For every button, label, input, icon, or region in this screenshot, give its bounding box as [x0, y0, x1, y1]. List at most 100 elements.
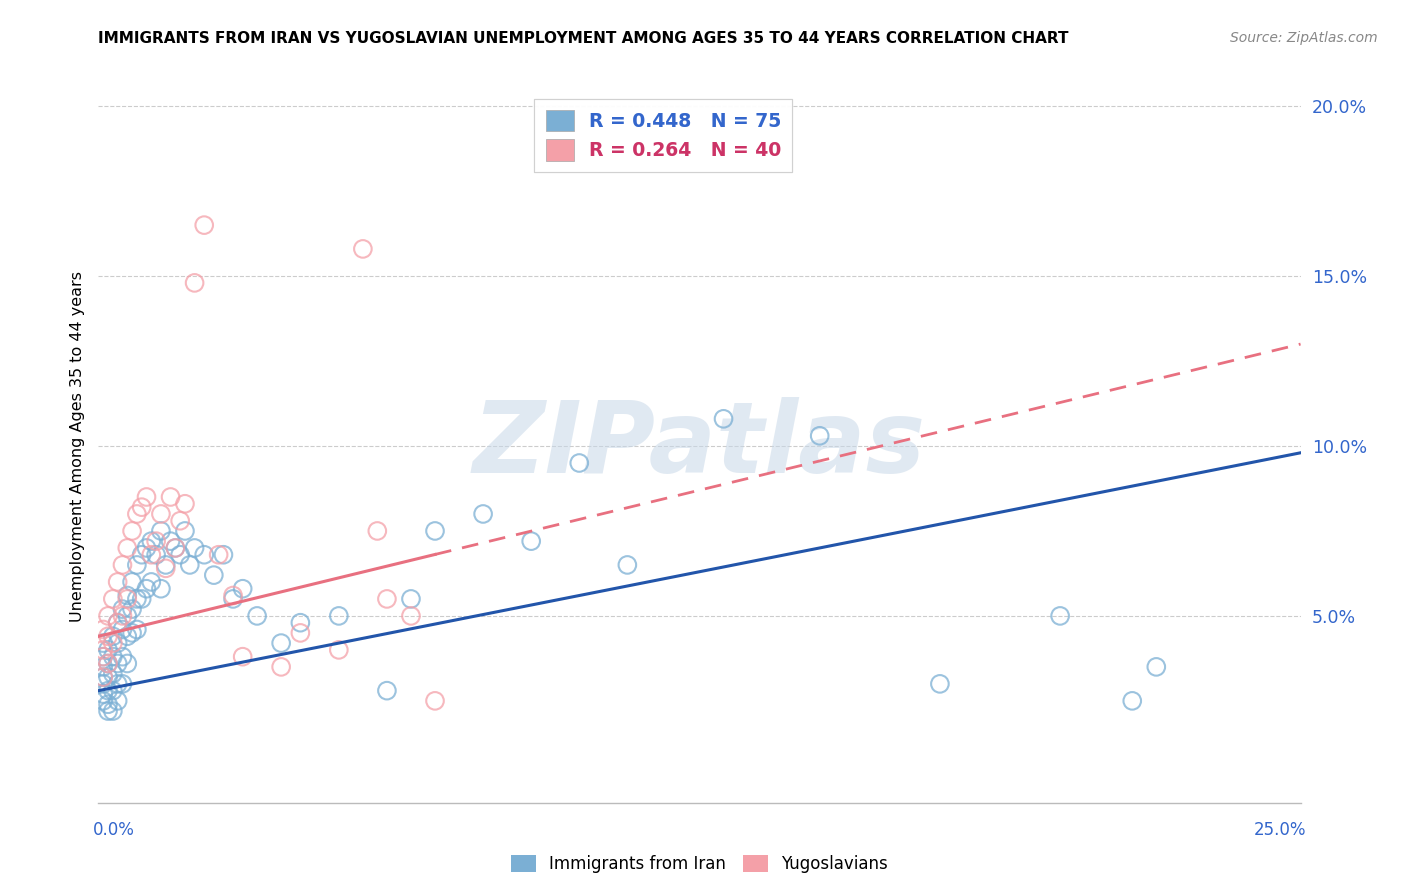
Point [97, 670, 120, 684]
Point [1144, 660, 1167, 674]
Point [183, 541, 205, 555]
Point [193, 548, 215, 562]
Point [101, 629, 124, 643]
Point [352, 242, 374, 256]
Point [375, 683, 398, 698]
Point [111, 608, 134, 623]
Point [208, 548, 231, 562]
Point [174, 497, 197, 511]
Point [165, 541, 187, 555]
Point [159, 534, 181, 549]
Point [928, 677, 950, 691]
Point [616, 558, 638, 572]
Point [125, 591, 148, 606]
Point [131, 500, 153, 515]
Point [423, 694, 446, 708]
Point [183, 276, 205, 290]
Point [117, 657, 139, 671]
Point [145, 548, 167, 562]
Point [375, 591, 398, 606]
Text: 25.0%: 25.0% [1254, 821, 1306, 838]
Point [270, 660, 292, 674]
Point [111, 677, 134, 691]
Point [97, 698, 120, 712]
Point [121, 574, 143, 589]
Point [97, 657, 120, 671]
Point [125, 507, 148, 521]
Point [1121, 694, 1143, 708]
Point [174, 524, 197, 538]
Point [107, 657, 129, 671]
Point [472, 507, 495, 521]
Point [232, 582, 254, 596]
Point [91, 636, 114, 650]
Point [97, 657, 120, 671]
Point [141, 574, 163, 589]
Point [91, 649, 114, 664]
Point [91, 649, 114, 664]
Point [169, 548, 191, 562]
Point [107, 694, 129, 708]
Point [101, 591, 124, 606]
Point [145, 534, 167, 549]
Point [1049, 608, 1071, 623]
Point [179, 558, 201, 572]
Text: Source: ZipAtlas.com: Source: ZipAtlas.com [1230, 31, 1378, 45]
Point [91, 677, 114, 691]
Point [111, 649, 134, 664]
Point [713, 412, 735, 426]
Point [165, 541, 187, 555]
Point [91, 687, 114, 701]
Point [107, 677, 129, 691]
Point [141, 548, 163, 562]
Point [135, 490, 157, 504]
Point [290, 626, 312, 640]
Point [149, 582, 172, 596]
Point [202, 568, 225, 582]
Point [97, 704, 120, 718]
Point [91, 660, 114, 674]
Point [117, 541, 139, 555]
Point [107, 615, 129, 630]
Point [117, 589, 139, 603]
Point [290, 615, 312, 630]
Point [222, 589, 245, 603]
Point [212, 548, 235, 562]
Point [169, 514, 191, 528]
Point [155, 558, 177, 572]
Point [328, 643, 350, 657]
Point [101, 683, 124, 698]
Point [101, 649, 124, 664]
Point [125, 623, 148, 637]
Point [97, 643, 120, 657]
Point [366, 524, 388, 538]
Point [568, 456, 591, 470]
Point [131, 591, 153, 606]
Point [125, 558, 148, 572]
Point [232, 649, 254, 664]
Text: 0.0%: 0.0% [93, 821, 135, 838]
Point [117, 608, 139, 623]
Point [107, 636, 129, 650]
Point [97, 608, 120, 623]
Point [155, 561, 177, 575]
Point [399, 591, 422, 606]
Point [135, 541, 157, 555]
Point [101, 704, 124, 718]
Point [131, 548, 153, 562]
Point [270, 636, 292, 650]
Point [91, 694, 114, 708]
Point [107, 574, 129, 589]
Point [107, 615, 129, 630]
Point [423, 524, 446, 538]
Point [121, 626, 143, 640]
Point [135, 582, 157, 596]
Point [101, 636, 124, 650]
Point [97, 683, 120, 698]
Point [91, 623, 114, 637]
Point [101, 666, 124, 681]
Point [97, 629, 120, 643]
Point [193, 218, 215, 232]
Point [149, 507, 172, 521]
Point [111, 558, 134, 572]
